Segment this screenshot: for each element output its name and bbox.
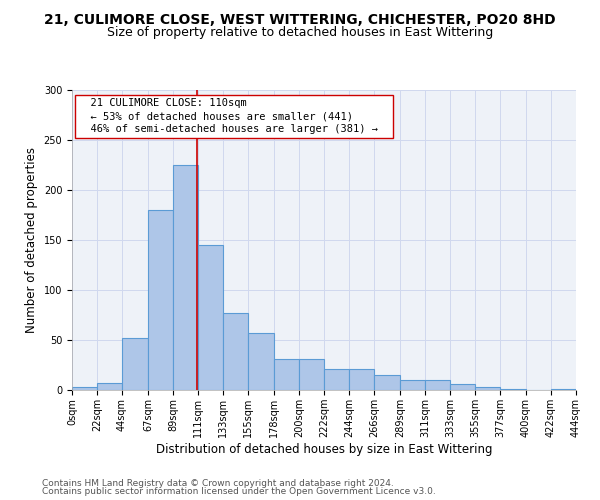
Bar [148,210,173,390]
Bar [274,359,299,390]
Y-axis label: Number of detached properties: Number of detached properties [25,147,38,333]
Text: Contains HM Land Registry data © Crown copyright and database right 2024.: Contains HM Land Registry data © Crown c… [42,478,394,488]
Bar [425,380,450,390]
Text: Size of property relative to detached houses in East Wittering: Size of property relative to detached ho… [107,26,493,39]
Text: 21 CULIMORE CLOSE: 110sqm  
  ← 53% of detached houses are smaller (441)  
  46%: 21 CULIMORE CLOSE: 110sqm ← 53% of detac… [77,98,390,134]
Bar [223,313,248,390]
Bar [97,383,122,390]
X-axis label: Distribution of detached houses by size in East Wittering: Distribution of detached houses by size … [156,442,492,456]
Bar [500,389,526,390]
Bar [248,333,274,390]
Bar [400,380,425,390]
Text: Contains public sector information licensed under the Open Government Licence v3: Contains public sector information licen… [42,488,436,496]
Bar [198,245,223,390]
Bar [475,387,500,390]
Bar [122,338,148,390]
Bar [72,387,97,390]
Bar [173,165,198,390]
Bar [299,359,324,390]
Text: 21, CULIMORE CLOSE, WEST WITTERING, CHICHESTER, PO20 8HD: 21, CULIMORE CLOSE, WEST WITTERING, CHIC… [44,12,556,26]
Bar [450,384,475,390]
Bar [374,375,400,390]
Bar [551,389,576,390]
Bar [324,369,349,390]
Bar [349,369,374,390]
